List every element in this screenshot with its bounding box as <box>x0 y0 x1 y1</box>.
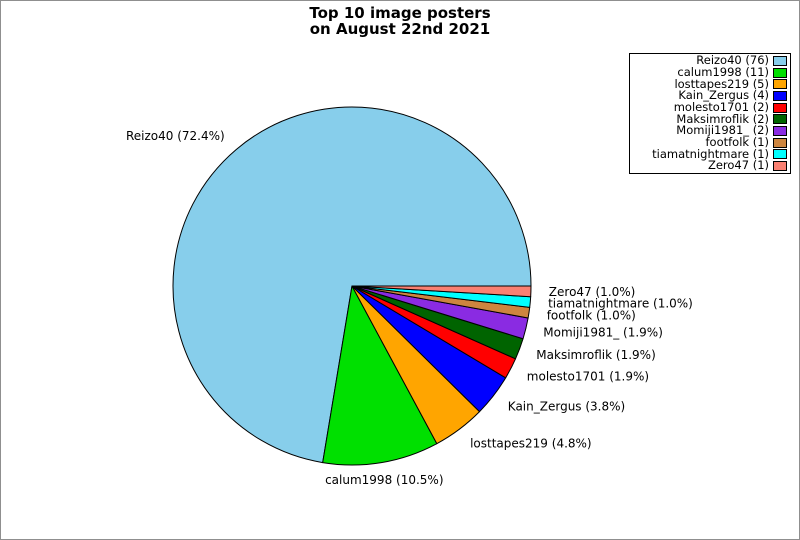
legend-item-Reizo40: Reizo40 (76) <box>633 55 787 67</box>
legend-color-swatch <box>773 114 787 125</box>
legend-label: molesto1701 (2) <box>673 99 769 114</box>
legend-item-Kain_Zergus: Kain_Zergus (4) <box>633 90 787 102</box>
legend-label: Maksimroflik (2) <box>676 111 769 126</box>
slice-label-Kain_Zergus: Kain_Zergus (3.8%) <box>508 399 625 413</box>
legend-color-swatch <box>773 55 787 66</box>
legend-label: calum1998 (11) <box>677 64 769 79</box>
legend-color-swatch <box>773 67 787 78</box>
slice-label-Momiji1981_: Momiji1981_ (1.9%) <box>543 326 663 340</box>
legend-label: Reizo40 (76) <box>696 53 769 68</box>
legend-color-swatch <box>773 160 787 171</box>
legend-label: Momiji1981_ (2) <box>676 123 769 138</box>
legend-color-swatch <box>773 137 787 148</box>
pie-slice-calum1998 <box>322 285 438 466</box>
legend-color-swatch <box>773 125 787 136</box>
chart-title-line2: on August 22nd 2021 <box>309 20 491 38</box>
legend: Reizo40 (76) calum1998 (11) losttapes219 (… <box>629 53 791 174</box>
pie-slice-Zero47 <box>351 285 532 298</box>
pie-slice-Reizo40 <box>172 106 532 464</box>
chart-title: Top 10 image posters on August 22nd 2021 <box>1 5 799 37</box>
legend-label: Kain_Zergus (4) <box>678 88 769 103</box>
slice-label-calum1998: calum1998 (10.5%) <box>325 473 443 487</box>
slice-label-losttapes219: losttapes219 (4.8%) <box>470 437 592 451</box>
legend-item-calum1998: calum1998 (11) <box>633 64 787 79</box>
legend-label: footfolk (1) <box>705 134 769 149</box>
slice-label-Maksimroflik: Maksimroflik (1.9%) <box>536 348 655 362</box>
legend-item-molesto1701: molesto1701 (2) <box>633 99 787 114</box>
slice-label-molesto1701: molesto1701 (1.9%) <box>527 370 649 384</box>
legend-item-losttapes219: losttapes219 (5) <box>633 76 787 91</box>
legend-item-Momiji1981_: Momiji1981_ (2) <box>633 125 787 137</box>
legend-label: Zero47 (1) <box>707 158 769 173</box>
legend-item-Zero47: Zero47 (1) <box>633 160 787 172</box>
legend-item-footfolk: footfolk (1) <box>633 134 787 149</box>
legend-label: losttapes219 (5) <box>674 76 769 91</box>
legend-color-swatch <box>773 149 787 160</box>
legend-color-swatch <box>773 102 787 113</box>
legend-label: tiamatnightmare (1) <box>652 146 769 161</box>
slice-label-tiamatnightmare: tiamatnightmare (1.0%) <box>548 297 693 311</box>
slice-label-Zero47: Zero47 (1.0%) <box>549 285 636 299</box>
chart-title-line1: Top 10 image posters <box>309 4 491 22</box>
legend-color-swatch <box>773 79 787 90</box>
slice-label-Reizo40: Reizo40 (72.4%) <box>126 129 225 143</box>
legend-item-tiamatnightmare: tiamatnightmare (1) <box>633 146 787 161</box>
legend-color-swatch <box>773 90 787 101</box>
legend-item-Maksimroflik: Maksimroflik (2) <box>633 111 787 126</box>
slice-label-footfolk: footfolk (1.0%) <box>547 308 636 322</box>
